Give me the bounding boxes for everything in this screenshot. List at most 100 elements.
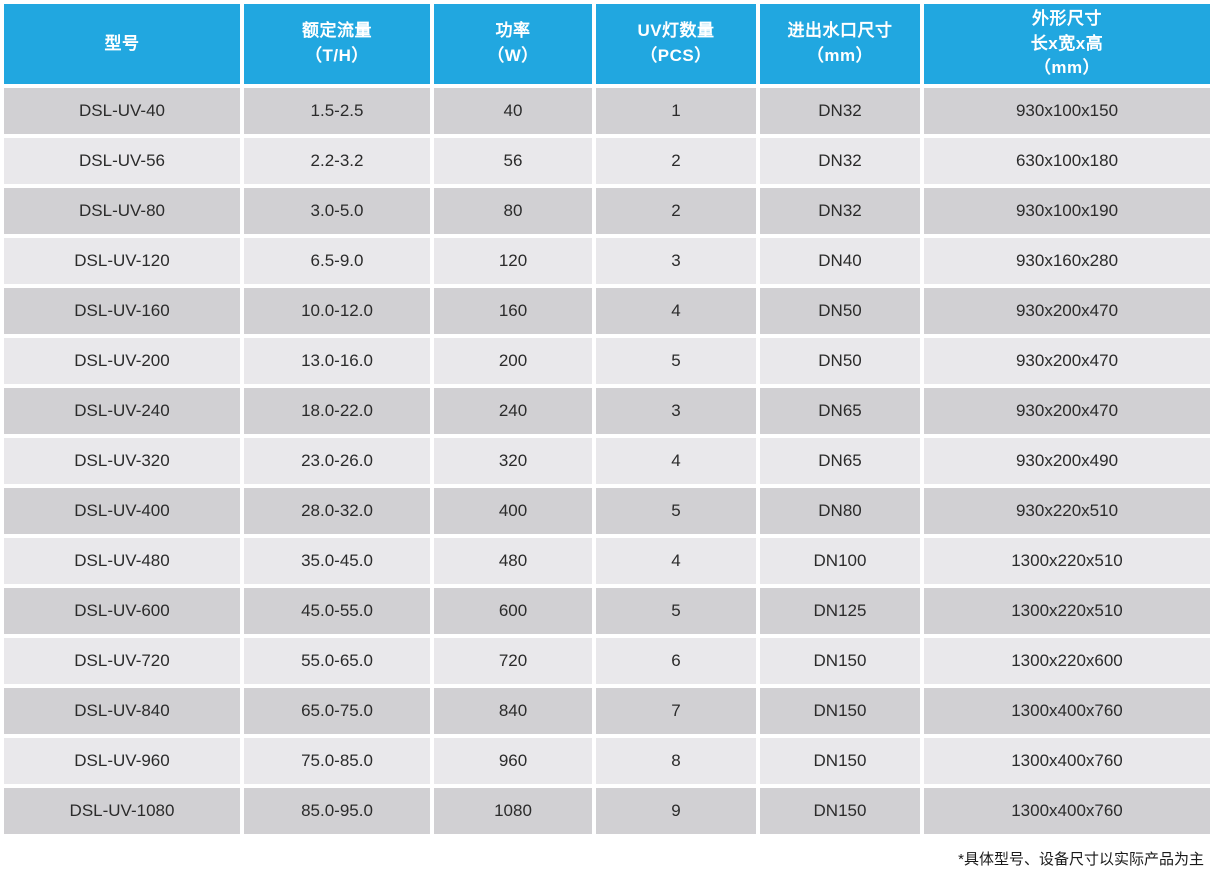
table-cell: DSL-UV-600 [4, 588, 240, 634]
table-cell: 65.0-75.0 [244, 688, 430, 734]
table-cell: DN150 [760, 738, 920, 784]
table-cell: 930x200x470 [924, 288, 1210, 334]
table-cell: 1300x220x510 [924, 538, 1210, 584]
header-cell: 进出水口尺寸 （mm） [760, 4, 920, 84]
table-cell: DN80 [760, 488, 920, 534]
table-cell: DN150 [760, 788, 920, 834]
table-cell: 930x200x470 [924, 338, 1210, 384]
table-cell: 3 [596, 238, 756, 284]
table-cell: 630x100x180 [924, 138, 1210, 184]
table-cell: DN65 [760, 388, 920, 434]
table-cell: 40 [434, 88, 592, 134]
table-cell: 3.0-5.0 [244, 188, 430, 234]
table-cell: 1300x220x510 [924, 588, 1210, 634]
table-cell: 5 [596, 338, 756, 384]
table-cell: 80 [434, 188, 592, 234]
table-cell: DN65 [760, 438, 920, 484]
footnote: *具体型号、设备尺寸以实际产品为主 [958, 851, 1204, 868]
header-cell: 型号 [4, 4, 240, 84]
table-cell: 10.0-12.0 [244, 288, 430, 334]
table-cell: 8 [596, 738, 756, 784]
table-cell: 18.0-22.0 [244, 388, 430, 434]
table-cell: 840 [434, 688, 592, 734]
table-cell: 4 [596, 438, 756, 484]
table-cell: DSL-UV-240 [4, 388, 240, 434]
header-cell: UV灯数量 （PCS） [596, 4, 756, 84]
table-cell: DSL-UV-1080 [4, 788, 240, 834]
table-cell: DN32 [760, 138, 920, 184]
table-cell: 2.2-3.2 [244, 138, 430, 184]
table-cell: DN150 [760, 638, 920, 684]
table-cell: 930x100x190 [924, 188, 1210, 234]
table-cell: 6.5-9.0 [244, 238, 430, 284]
table-cell: 4 [596, 288, 756, 334]
table-cell: 2 [596, 138, 756, 184]
table-cell: DSL-UV-720 [4, 638, 240, 684]
header-line: 外形尺寸 [1032, 9, 1102, 29]
table-cell: 23.0-26.0 [244, 438, 430, 484]
table-cell: 35.0-45.0 [244, 538, 430, 584]
table-cell: 1080 [434, 788, 592, 834]
header-cell: 功率 （W） [434, 4, 592, 84]
table-cell: DN50 [760, 288, 920, 334]
table-cell: DSL-UV-960 [4, 738, 240, 784]
table-cell: 930x100x150 [924, 88, 1210, 134]
table-cell: DSL-UV-160 [4, 288, 240, 334]
table-cell: DSL-UV-56 [4, 138, 240, 184]
table-cell: DN50 [760, 338, 920, 384]
table-cell: 85.0-95.0 [244, 788, 430, 834]
table-cell: DN32 [760, 88, 920, 134]
table-cell: 5 [596, 488, 756, 534]
table-cell: 480 [434, 538, 592, 584]
table-cell: DN100 [760, 538, 920, 584]
table-cell: 2 [596, 188, 756, 234]
table-cell: 1300x220x600 [924, 638, 1210, 684]
table-cell: 1300x400x760 [924, 688, 1210, 734]
table-cell: 930x200x470 [924, 388, 1210, 434]
table-cell: 200 [434, 338, 592, 384]
table-cell: 960 [434, 738, 592, 784]
table-cell: DSL-UV-840 [4, 688, 240, 734]
header-line: 功率 [495, 21, 531, 41]
header-line: 长x宽x高 [1030, 33, 1104, 53]
header-line: 额定流量 [302, 21, 372, 41]
table-cell: 720 [434, 638, 592, 684]
table-cell: DN32 [760, 188, 920, 234]
table-cell: 45.0-55.0 [244, 588, 430, 634]
table-cell: 600 [434, 588, 592, 634]
table-cell: DN150 [760, 688, 920, 734]
table-cell: 120 [434, 238, 592, 284]
table-cell: 930x220x510 [924, 488, 1210, 534]
header-line: （mm） [1033, 58, 1101, 78]
table-cell: DSL-UV-40 [4, 88, 240, 134]
table-cell: 56 [434, 138, 592, 184]
table-cell: DN125 [760, 588, 920, 634]
table-cell: 240 [434, 388, 592, 434]
header-line: （W） [487, 46, 539, 65]
table-cell: 930x200x490 [924, 438, 1210, 484]
table-cell: 320 [434, 438, 592, 484]
table-cell: 1300x400x760 [924, 738, 1210, 784]
table-cell: 5 [596, 588, 756, 634]
table-cell: DSL-UV-480 [4, 538, 240, 584]
table-cell: DSL-UV-120 [4, 238, 240, 284]
table-cell: 6 [596, 638, 756, 684]
table-cell: 55.0-65.0 [244, 638, 430, 684]
header-line: （T/H） [305, 46, 369, 65]
header-cell: 额定流量 （T/H） [244, 4, 430, 84]
header-line: （mm） [806, 46, 874, 65]
header-line: 进出水口尺寸 [787, 21, 893, 41]
table-cell: DSL-UV-400 [4, 488, 240, 534]
table-cell: DSL-UV-200 [4, 338, 240, 384]
table-cell: 930x160x280 [924, 238, 1210, 284]
table-cell: 9 [596, 788, 756, 834]
table-cell: 1300x400x760 [924, 788, 1210, 834]
table-cell: 400 [434, 488, 592, 534]
table-cell: 160 [434, 288, 592, 334]
spec-table: 型号 额定流量 （T/H） 功率 （W） UV灯数量 （PCS） 进出水口尺寸 （mm） 外形尺寸… [4, 4, 1210, 834]
table-cell: 13.0-16.0 [244, 338, 430, 384]
table-cell: DSL-UV-80 [4, 188, 240, 234]
header-line: 型号 [104, 33, 140, 53]
table-cell: DN40 [760, 238, 920, 284]
